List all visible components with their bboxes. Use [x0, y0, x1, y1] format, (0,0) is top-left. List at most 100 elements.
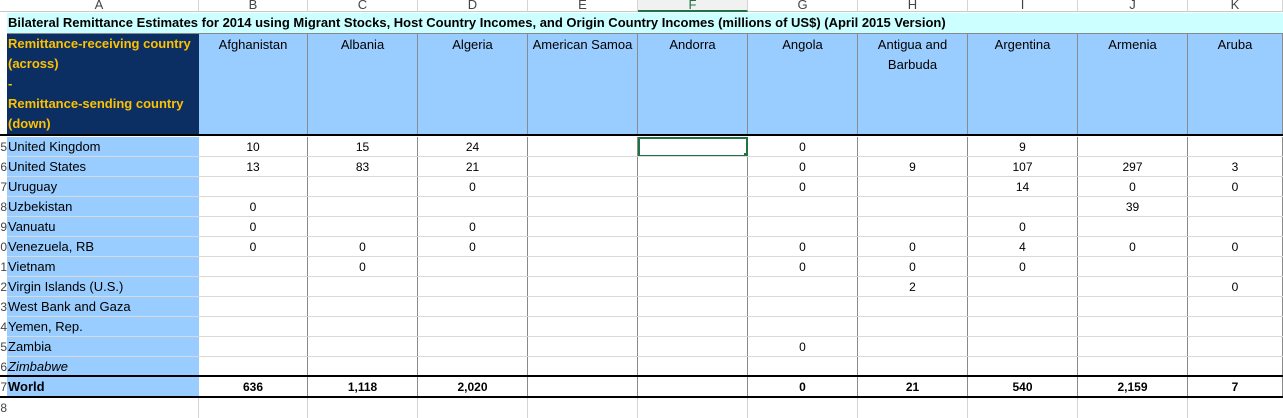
world-total-cell[interactable]: 2,159 [1078, 377, 1188, 397]
data-cell[interactable]: 0 [199, 217, 308, 237]
data-cell[interactable]: 14 [968, 177, 1078, 197]
data-cell[interactable] [528, 357, 638, 377]
data-cell[interactable] [528, 257, 638, 277]
data-cell[interactable] [968, 337, 1078, 357]
row-label[interactable]: Zimbabwe [7, 357, 199, 377]
data-cell[interactable] [308, 197, 418, 217]
data-cell[interactable] [308, 317, 418, 337]
data-cell[interactable]: 24 [418, 137, 528, 157]
world-total-cell[interactable]: 7 [1188, 377, 1283, 397]
row-number[interactable]: 4 [0, 317, 7, 337]
country-header[interactable]: Andorra [638, 34, 748, 134]
data-cell[interactable] [308, 357, 418, 377]
country-header[interactable]: Armenia [1078, 34, 1188, 134]
data-cell[interactable] [1188, 357, 1283, 377]
data-cell[interactable] [748, 357, 858, 377]
data-cell[interactable]: 0 [858, 237, 968, 257]
data-cell[interactable]: 0 [748, 157, 858, 177]
data-cell[interactable] [858, 317, 968, 337]
data-cell[interactable]: 0 [308, 257, 418, 277]
data-cell[interactable] [858, 217, 968, 237]
data-cell[interactable] [638, 317, 748, 337]
data-cell[interactable] [1188, 137, 1283, 157]
world-total-cell[interactable]: 540 [968, 377, 1078, 397]
data-cell[interactable]: 2 [858, 277, 968, 297]
data-cell[interactable] [748, 197, 858, 217]
row-number[interactable]: 5 [0, 137, 7, 157]
data-cell[interactable] [1188, 257, 1283, 277]
data-cell[interactable] [1188, 217, 1283, 237]
data-cell[interactable] [418, 317, 528, 337]
data-cell[interactable] [308, 297, 418, 317]
country-header[interactable]: Algeria [418, 34, 528, 134]
data-cell[interactable] [1078, 297, 1188, 317]
data-cell[interactable] [638, 337, 748, 357]
data-cell[interactable]: 21 [418, 157, 528, 177]
data-cell[interactable] [1188, 317, 1283, 337]
row-label[interactable]: West Bank and Gaza [7, 297, 199, 317]
data-cell[interactable] [528, 137, 638, 157]
column-header-h[interactable]: H [858, 0, 968, 12]
data-cell[interactable]: 297 [1078, 157, 1188, 177]
data-cell[interactable] [418, 357, 528, 377]
data-cell[interactable] [968, 297, 1078, 317]
selected-cell[interactable] [638, 137, 748, 157]
country-header[interactable]: Afghanistan [199, 34, 308, 134]
world-total-cell[interactable]: 636 [199, 377, 308, 397]
column-header-a[interactable]: A [0, 0, 199, 12]
column-header-f[interactable]: F [638, 0, 748, 12]
data-cell[interactable]: 0 [1188, 277, 1283, 297]
data-cell[interactable] [528, 217, 638, 237]
row-label[interactable]: Uruguay [7, 177, 199, 197]
data-cell[interactable] [1078, 137, 1188, 157]
data-cell[interactable] [418, 277, 528, 297]
data-cell[interactable] [528, 177, 638, 197]
data-cell[interactable] [968, 277, 1078, 297]
row-number[interactable]: 2 [0, 277, 7, 297]
data-cell[interactable]: 0 [968, 257, 1078, 277]
column-header-c[interactable]: C [308, 0, 418, 12]
data-cell[interactable] [748, 217, 858, 237]
data-cell[interactable] [418, 197, 528, 217]
country-header[interactable]: Antigua and Barbuda [858, 34, 968, 134]
data-cell[interactable] [748, 297, 858, 317]
column-header-e[interactable]: E [528, 0, 638, 12]
data-cell[interactable]: 9 [968, 137, 1078, 157]
row-label[interactable]: United States [7, 157, 199, 177]
data-cell[interactable]: 0 [1188, 177, 1283, 197]
row-number[interactable]: 0 [0, 237, 7, 257]
data-cell[interactable] [418, 337, 528, 357]
data-cell[interactable] [418, 257, 528, 277]
data-cell[interactable]: 0 [418, 177, 528, 197]
data-cell[interactable] [308, 277, 418, 297]
world-total-cell[interactable] [528, 377, 638, 397]
data-cell[interactable] [858, 197, 968, 217]
data-cell[interactable] [199, 177, 308, 197]
data-cell[interactable]: 0 [1078, 237, 1188, 257]
data-cell[interactable] [968, 357, 1078, 377]
data-cell[interactable] [199, 257, 308, 277]
data-cell[interactable] [1078, 257, 1188, 277]
data-cell[interactable] [1188, 337, 1283, 357]
row-label[interactable]: Vanuatu [7, 217, 199, 237]
row-number[interactable]: 6 [0, 357, 7, 377]
data-cell[interactable]: 39 [1078, 197, 1188, 217]
data-cell[interactable]: 0 [748, 257, 858, 277]
data-cell[interactable] [638, 157, 748, 177]
data-cell[interactable] [858, 137, 968, 157]
column-header-g[interactable]: G [748, 0, 858, 12]
row-label[interactable]: Zambia [7, 337, 199, 357]
data-cell[interactable] [968, 197, 1078, 217]
row-number[interactable]: 9 [0, 217, 7, 237]
data-cell[interactable]: 3 [1188, 157, 1283, 177]
data-cell[interactable] [528, 277, 638, 297]
data-cell[interactable]: 83 [308, 157, 418, 177]
world-total-cell[interactable]: 0 [748, 377, 858, 397]
data-cell[interactable] [638, 197, 748, 217]
data-cell[interactable] [858, 297, 968, 317]
data-cell[interactable]: 9 [858, 157, 968, 177]
column-header-i[interactable]: I [968, 0, 1078, 12]
data-cell[interactable] [968, 317, 1078, 337]
country-header[interactable]: Argentina [968, 34, 1078, 134]
row-number[interactable]: 8 [0, 197, 7, 217]
